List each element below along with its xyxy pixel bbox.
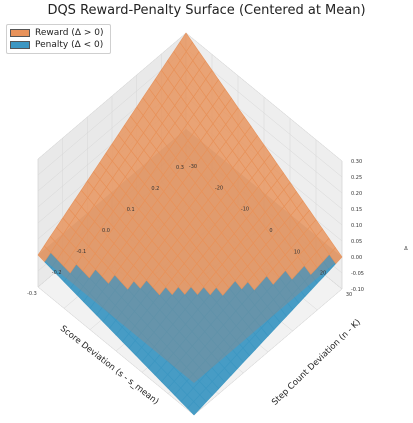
legend-item-penalty: Penalty (Δ < 0) xyxy=(10,39,104,51)
surface-cell-reward xyxy=(63,256,77,274)
surface-cell-reward xyxy=(37,245,52,263)
x-tick-label: 0.3 xyxy=(176,165,184,171)
y-tick-label: -10 xyxy=(241,207,249,213)
z-tick-label: 0.10 xyxy=(351,223,362,229)
x-tick-label: 0.1 xyxy=(127,207,135,213)
legend: Reward (Δ > 0) Penalty (Δ < 0) xyxy=(6,24,111,54)
surface-cell-penalty xyxy=(187,401,201,416)
y-tick-label: 20 xyxy=(320,271,326,277)
x-tick-label: -0.2 xyxy=(52,270,62,276)
legend-swatch-penalty xyxy=(10,41,30,49)
tick-labels: -0.3 -0.2 -0.1 0.0 0.1 0.2 0.3 -30 -20 -10 0 10 20 30… xyxy=(27,159,364,298)
z-tick-label: 0.00 xyxy=(351,255,362,261)
y-tick-label: -20 xyxy=(215,185,223,191)
legend-swatch-reward xyxy=(10,29,30,37)
grid-line-y xyxy=(193,288,343,416)
surface-cell-reward xyxy=(303,258,318,275)
surface xyxy=(37,32,343,416)
surface-cell-reward xyxy=(152,279,167,296)
x-tick-label: 0.2 xyxy=(151,186,159,192)
x-tick-label: -0.1 xyxy=(76,249,86,255)
legend-label-reward: Reward (Δ > 0) xyxy=(35,28,104,38)
y-tick-label: 30 xyxy=(346,292,352,298)
z-axis-label: Δ xyxy=(404,246,408,252)
chart-title: DQS Reward-Penalty Surface (Centered at … xyxy=(47,3,366,18)
z-tick-label: 0.15 xyxy=(351,207,362,213)
y-tick-label: -30 xyxy=(189,164,197,170)
surface-cell-reward xyxy=(120,273,135,290)
surface-cell-reward xyxy=(266,268,280,285)
surface-cell-reward xyxy=(133,272,147,289)
legend-item-reward: Reward (Δ > 0) xyxy=(10,27,104,39)
x-tick-label: -0.3 xyxy=(27,291,37,297)
surface-cell-reward xyxy=(285,263,299,280)
y-tick-label: 0 xyxy=(269,228,272,234)
z-tick-label: 0.30 xyxy=(351,159,362,165)
surface-cell-reward xyxy=(215,279,230,296)
grid-line-z-wall xyxy=(185,32,343,162)
z-tick-label: 0.05 xyxy=(351,239,362,245)
z-tick-label: 0.20 xyxy=(351,191,362,197)
y-tick-label: 10 xyxy=(294,249,300,255)
grid-line-z xyxy=(37,32,187,160)
surface-cell-reward xyxy=(82,261,96,279)
z-tick-label: -0.10 xyxy=(351,287,364,293)
legend-label-penalty: Penalty (Δ < 0) xyxy=(35,40,104,50)
z-tick-label: -0.05 xyxy=(351,271,364,277)
surface-cell-reward xyxy=(165,278,179,295)
surface-cell-reward xyxy=(101,267,116,284)
x-tick-label: 0.0 xyxy=(102,228,110,234)
z-tick-label: 0.25 xyxy=(351,175,362,181)
surface-cell-reward xyxy=(247,274,261,291)
surface-cell-reward xyxy=(328,247,343,265)
